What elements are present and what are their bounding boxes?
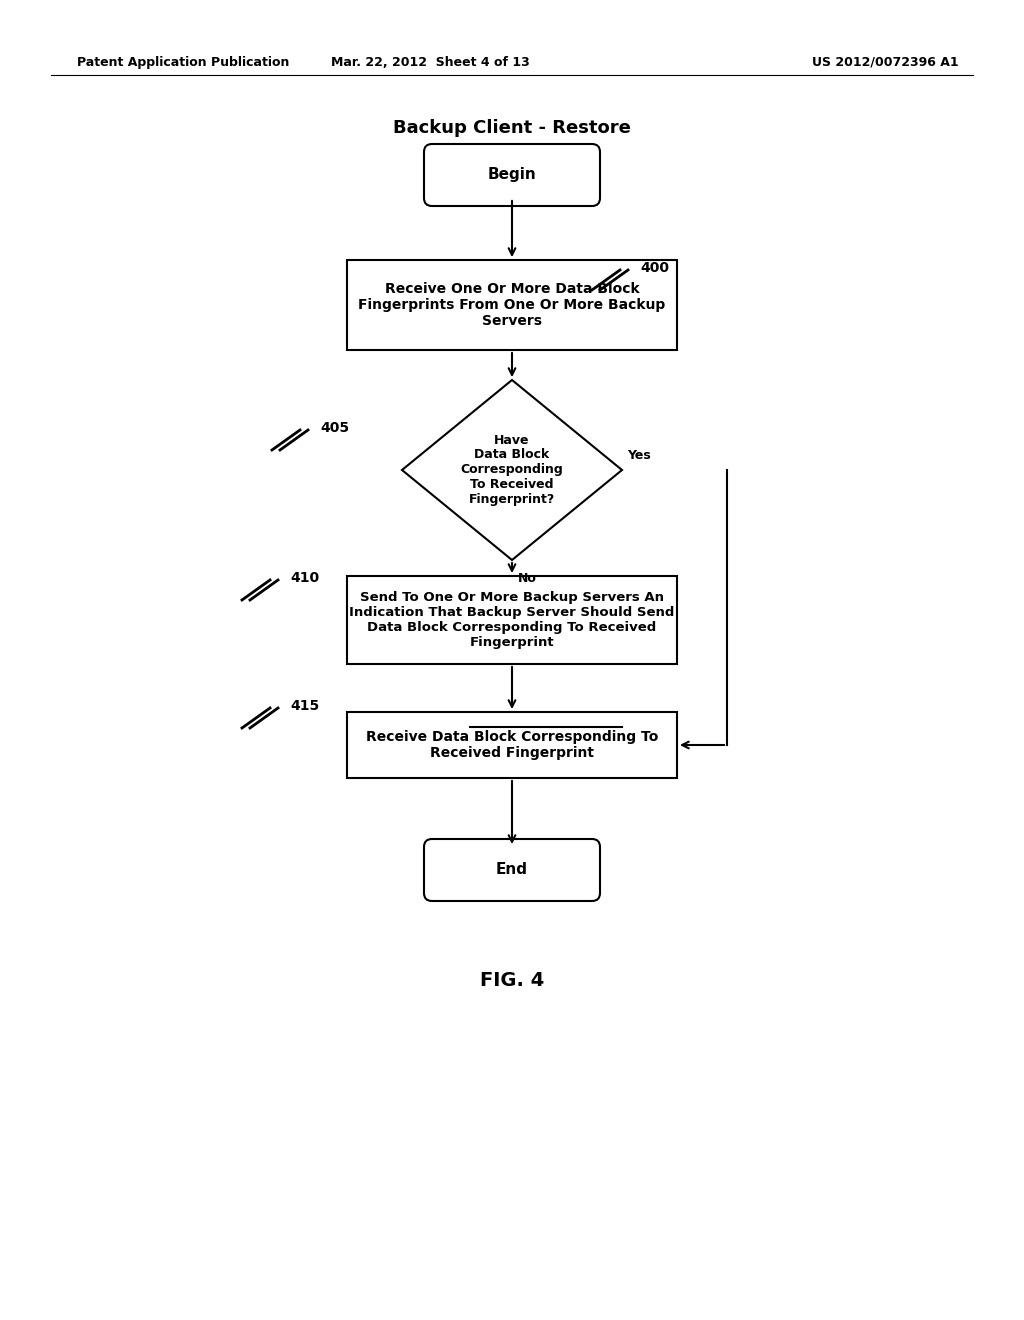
Text: No: No [518, 572, 537, 585]
Text: Begin: Begin [487, 168, 537, 182]
Text: 415: 415 [290, 700, 319, 713]
Bar [347, 576, 677, 664]
Text: Backup Client - Restore: Backup Client - Restore [393, 119, 631, 137]
Text: 400: 400 [640, 261, 669, 275]
Text: Mar. 22, 2012  Sheet 4 of 13: Mar. 22, 2012 Sheet 4 of 13 [331, 55, 529, 69]
Bar [347, 260, 677, 350]
Text: 405: 405 [319, 421, 349, 436]
Polygon shape [402, 380, 622, 560]
Text: FIG. 4: FIG. 4 [480, 970, 544, 990]
Text: End: End [496, 862, 528, 878]
Text: Receive Data Block Corresponding To
Received Fingerprint: Receive Data Block Corresponding To Rece… [366, 730, 658, 760]
Text: 410: 410 [290, 572, 319, 585]
Text: Receive One Or More Data Block
Fingerprints From One Or More Backup
Servers: Receive One Or More Data Block Fingerpri… [358, 281, 666, 329]
Text: US 2012/0072396 A1: US 2012/0072396 A1 [812, 55, 959, 69]
Text: Send To One Or More Backup Servers An
Indication That Backup Server Should Send
: Send To One Or More Backup Servers An In… [349, 591, 675, 649]
Bar [347, 711, 677, 777]
FancyBboxPatch shape [424, 144, 600, 206]
Text: Have
Data Block
Corresponding
To Received
Fingerprint?: Have Data Block Corresponding To Receive… [461, 433, 563, 507]
Text: Yes: Yes [627, 449, 650, 462]
FancyBboxPatch shape [424, 840, 600, 902]
Text: Patent Application Publication: Patent Application Publication [77, 55, 289, 69]
